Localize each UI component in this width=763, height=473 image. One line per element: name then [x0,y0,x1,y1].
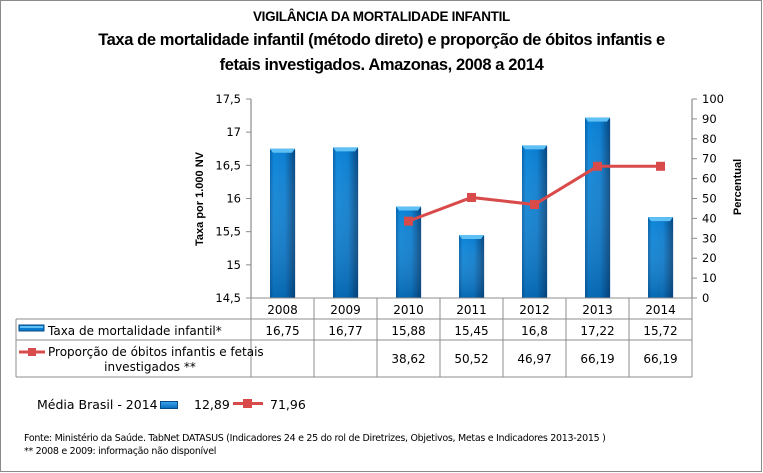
bar-bevel [333,147,358,152]
line-marker [593,161,602,171]
chart-subtitle: Taxa de mortalidade infantil (método dir… [0,28,763,78]
bar-bevel [459,234,484,239]
bar-2013 [585,117,611,298]
table-cell-bar-value: 16,77 [328,324,362,338]
bar-bevel [270,148,295,153]
legend-bar-label: Taxa de mortalidade infantil* [47,324,222,338]
table-cell-line-value: 66,19 [643,352,677,366]
bar-bevel [522,145,547,150]
legend-line-marker-icon [28,348,36,356]
table-cell-bar-value: 15,88 [391,324,425,338]
bar-2014 [648,217,674,298]
chart-subtitle-line2: fetais investigados. Amazonas, 2008 a 20… [219,56,544,74]
bar-2008 [270,148,296,298]
bar-bevel [648,217,673,222]
x-tick-label: 2008 [267,303,298,317]
line-marker [530,200,539,210]
bar-bevel [396,206,421,211]
brazil-average-line-marker-icon [243,399,252,408]
y-tick-label-left: 16 [226,192,241,206]
legend-line-label-line2: investigados ** [104,360,196,374]
table-cell-bar-value: 15,72 [643,324,677,338]
brazil-average-bar-swatch-icon [160,401,178,409]
y-tick-label-right: 40 [702,211,717,225]
bar-2011 [459,234,485,298]
y-tick-label-right: 100 [702,92,724,106]
y-tick-label-right: 60 [702,172,717,186]
line-marker [467,192,476,202]
x-tick-label: 2011 [456,303,487,317]
y-tick-label-left: 15,5 [215,225,241,239]
y-tick-label-right: 10 [702,271,717,285]
y-axis-label-left: Taxa por 1.000 NV [194,151,206,246]
x-tick-label: 2014 [645,303,676,317]
bar-shade [648,217,673,298]
y-tick-label-right: 80 [702,132,717,146]
chart-title: VIGILÂNCIA DA MORTALIDADE INFANTIL [252,9,511,24]
table-cell-bar-value: 15,45 [454,324,488,338]
y-tick-label-left: 17,5 [215,92,241,106]
y-tick-label-right: 70 [702,152,717,166]
brazil-average-line-value: 71,96 [270,397,306,412]
bar-shade [333,147,358,298]
x-tick-label: 2010 [393,303,424,317]
chart-subtitle-line1: Taxa de mortalidade infantil (método dir… [98,31,665,49]
y-tick-label-right: 20 [702,251,717,265]
y-tick-label-left: 14,5 [215,291,241,305]
line-marker [404,216,413,226]
table-cell-line-value: 66,19 [580,352,614,366]
table-cell-bar-value: 16,75 [265,324,299,338]
bar-shade [270,148,295,298]
bar-2009 [333,147,359,298]
table-cell-bar-value: 16,8 [521,324,548,338]
x-tick-label: 2009 [330,303,361,317]
y-tick-label-right: 30 [702,231,717,245]
table-cell-line-value: 46,97 [517,352,551,366]
y-tick-label-right: 50 [702,192,717,206]
table-cell-line-value: 50,52 [454,352,488,366]
footnote: ** 2008 e 2009: informação não disponíve… [24,446,217,457]
brazil-average-bar-value: 12,89 [194,397,230,412]
table-cell-bar-value: 17,22 [580,324,614,338]
y-tick-label-left: 15 [226,258,241,272]
legend-line-label-line1: Proporção de óbitos infantis e fetais [48,345,264,359]
y-tick-label-right: 0 [702,291,709,305]
y-axis-label-right: Percentual [732,159,744,215]
bar-bevel [585,117,610,122]
y-tick-label-left: 17 [226,125,241,139]
legend-bar-swatch-highlight [20,326,43,328]
brazil-average-label: Média Brasil - 2014 : [37,397,166,412]
source-note: Fonte: Ministério da Saúde. TabNet DATAS… [24,433,606,444]
y-tick-label-right: 90 [702,112,717,126]
y-tick-label-left: 16,5 [215,158,241,172]
table-cell-line-value: 38,62 [391,352,425,366]
bar-shade [459,234,484,298]
bar-shade [585,117,610,298]
x-tick-label: 2013 [582,303,613,317]
bar-shade [522,145,547,298]
x-tick-label: 2012 [519,303,550,317]
bar-2012 [522,145,548,298]
line-marker [656,161,665,171]
